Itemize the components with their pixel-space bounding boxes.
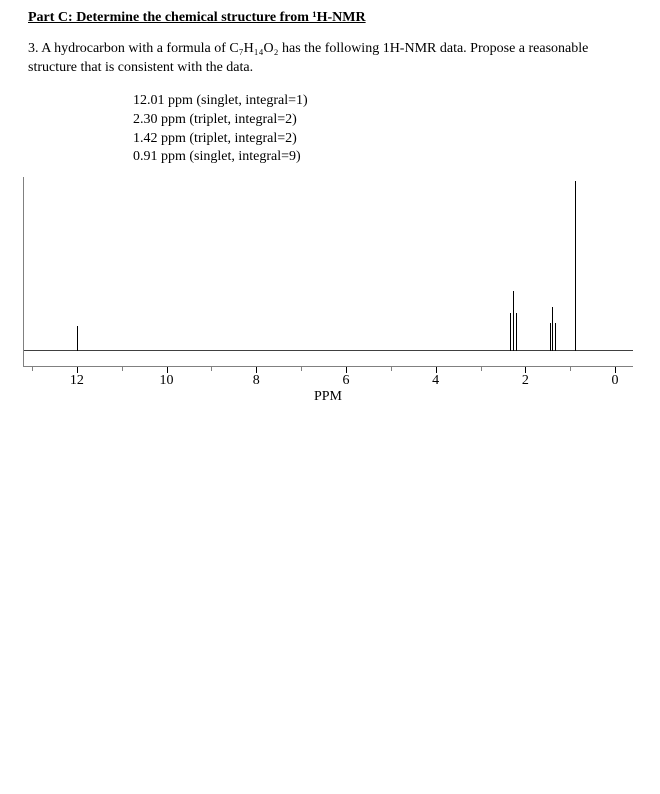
x-tick-label: 4 bbox=[432, 373, 439, 389]
x-tick-label: 0 bbox=[612, 373, 619, 389]
nmr-peak bbox=[550, 323, 551, 351]
x-tick-label: 2 bbox=[522, 373, 529, 389]
peak-line: 0.91 ppm (singlet, integral=9) bbox=[133, 148, 632, 167]
nmr-peak bbox=[575, 181, 576, 351]
peak-line: 12.01 ppm (singlet, integral=1) bbox=[133, 92, 632, 111]
nmr-plot-area bbox=[23, 177, 633, 367]
x-tick-label: 8 bbox=[253, 373, 260, 389]
x-tick-minor bbox=[570, 367, 571, 371]
x-tick-minor bbox=[211, 367, 212, 371]
peak-line: 2.30 ppm (triplet, integral=2) bbox=[133, 111, 632, 130]
nmr-peak bbox=[516, 313, 517, 351]
x-tick-minor bbox=[301, 367, 302, 371]
peak-data-list: 12.01 ppm (singlet, integral=1) 2.30 ppm… bbox=[133, 92, 632, 168]
x-tick-label: 6 bbox=[342, 373, 349, 389]
x-tick-minor bbox=[122, 367, 123, 371]
x-tick-minor bbox=[32, 367, 33, 371]
question-text: 3. A hydrocarbon with a formula of C₇H₁₄… bbox=[28, 40, 632, 78]
section-title: Part C: Determine the chemical structure… bbox=[28, 10, 632, 26]
nmr-x-axis: PPM 121086420 bbox=[23, 367, 633, 397]
x-axis-label: PPM bbox=[314, 389, 342, 405]
x-tick-label: 10 bbox=[160, 373, 174, 389]
nmr-peak bbox=[77, 326, 78, 351]
x-tick-label: 12 bbox=[70, 373, 84, 389]
nmr-peak bbox=[555, 323, 556, 351]
nmr-peak bbox=[552, 307, 553, 351]
nmr-chart-container: PPM 121086420 bbox=[23, 177, 633, 397]
peak-line: 1.42 ppm (triplet, integral=2) bbox=[133, 130, 632, 149]
nmr-peak bbox=[510, 313, 511, 351]
nmr-baseline bbox=[24, 350, 633, 351]
x-tick-minor bbox=[481, 367, 482, 371]
x-tick-minor bbox=[391, 367, 392, 371]
nmr-peak bbox=[513, 291, 514, 351]
